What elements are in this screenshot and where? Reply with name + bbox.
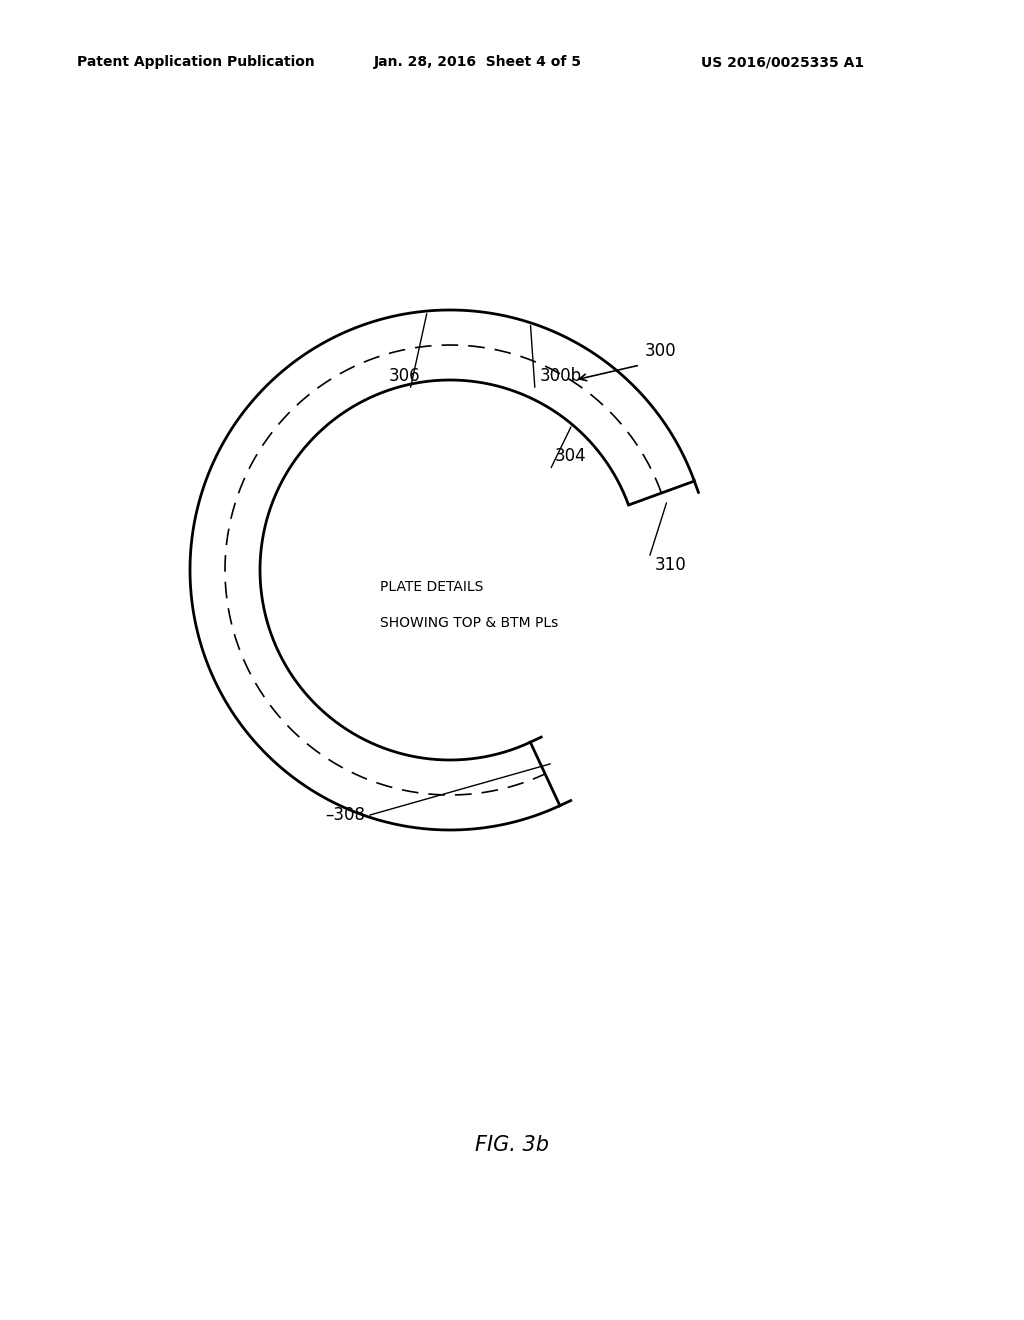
Text: SHOWING TOP & BTM PLs: SHOWING TOP & BTM PLs [380, 616, 558, 630]
Text: –308: –308 [325, 807, 365, 824]
Text: 310: 310 [655, 556, 687, 574]
Text: PLATE DETAILS: PLATE DETAILS [380, 579, 483, 594]
Text: US 2016/0025335 A1: US 2016/0025335 A1 [701, 55, 864, 70]
Text: Patent Application Publication: Patent Application Publication [77, 55, 314, 70]
Text: FIG. 3b: FIG. 3b [475, 1135, 549, 1155]
Text: 300: 300 [645, 342, 677, 360]
Text: 300b: 300b [540, 367, 582, 385]
Text: 304: 304 [555, 447, 587, 465]
Text: Jan. 28, 2016  Sheet 4 of 5: Jan. 28, 2016 Sheet 4 of 5 [374, 55, 582, 70]
Text: 306: 306 [389, 367, 421, 385]
